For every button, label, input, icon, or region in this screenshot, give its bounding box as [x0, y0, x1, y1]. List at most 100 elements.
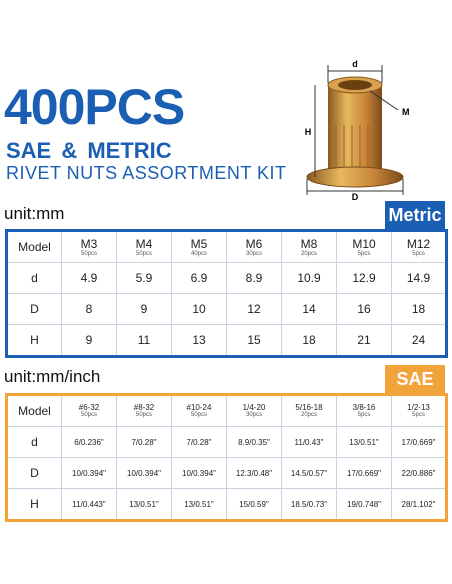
cell: 18 — [281, 324, 337, 357]
header-cell: M3 50pcs — [61, 230, 117, 263]
header-cell: 1/2-13 5pcs — [391, 394, 447, 427]
cell: 18.5/0.73" — [281, 488, 337, 521]
rivet-hole — [338, 80, 372, 90]
header-cell: Model — [6, 230, 62, 263]
diagram-label: d — [352, 59, 358, 69]
cell: 13/0.51" — [171, 488, 227, 521]
cell: 19/0.748" — [336, 488, 392, 521]
header-cell: 5/16-18 20pcs — [281, 394, 337, 427]
cell: 14 — [281, 293, 337, 325]
knurl — [335, 125, 377, 171]
cell: 11/0.443" — [61, 488, 117, 521]
quantity: 5pcs — [412, 250, 425, 257]
model-name: #10-24 — [186, 403, 212, 412]
cell: 12.3/0.48" — [226, 457, 282, 489]
model-name: M3 — [80, 236, 98, 251]
rivet-flange — [306, 166, 404, 188]
header-row: Model M3 50pcs M4 50pcs M5 40pcs M6 30pcs M8 20pcs… — [6, 230, 447, 263]
row-label: H — [6, 488, 62, 521]
quantity: 50pcs — [135, 250, 152, 257]
diagram-label: H — [305, 127, 312, 137]
cell: 13/0.51" — [336, 426, 392, 458]
header-cell: 3/8-16 5pcs — [336, 394, 392, 427]
cell: 5.9 — [116, 262, 172, 294]
row-label: d — [6, 426, 62, 458]
subtitle: SAE & METRIC — [6, 138, 172, 163]
cell: 14.5/0.57" — [281, 457, 337, 489]
quantity: 30pcs — [245, 250, 262, 257]
quantity: 5pcs — [412, 412, 425, 418]
cell: 16 — [336, 293, 392, 325]
title: 400PCS — [4, 79, 185, 135]
header-cell: 1/4-20 30pcs — [226, 394, 282, 427]
header-cell: M6 30pcs — [226, 230, 282, 263]
quantity: 50pcs — [80, 250, 97, 257]
model-name: M12 — [406, 236, 431, 251]
cell: 9 — [61, 324, 117, 357]
header-cell: Model — [6, 394, 62, 427]
cell: 6.9 — [171, 262, 227, 294]
row-label: D — [6, 293, 62, 325]
cell: 18 — [391, 293, 447, 325]
model-name: M6 — [245, 236, 263, 251]
quantity: 5pcs — [357, 412, 371, 418]
cell: 12.9 — [336, 262, 392, 294]
header-cell: #8-32 50pcs — [116, 394, 172, 427]
data-row: D 10/0.394" 10/0.394" 10/0.394" 12.3/0.48" 14… — [6, 457, 447, 489]
quantity: 50pcs — [190, 412, 207, 418]
cell: 21 — [336, 324, 392, 357]
cell: 7/0.28" — [171, 426, 227, 458]
diagram-label: M — [402, 107, 410, 117]
row-label: D — [6, 457, 62, 489]
model-name: Model — [18, 240, 51, 254]
cell: 7/0.28" — [116, 426, 172, 458]
cell: 15/0.59" — [226, 488, 282, 521]
cell: 10 — [171, 293, 227, 325]
quantity: 5pcs — [357, 250, 371, 257]
header-cell: M5 40pcs — [171, 230, 227, 263]
header-cell: M4 50pcs — [116, 230, 172, 263]
cell: 8 — [61, 293, 117, 325]
cell: 8.9/0.35" — [226, 426, 282, 458]
rivet-diagram: d M H D — [305, 59, 410, 200]
model-name: #8-32 — [133, 403, 155, 412]
quantity: 20pcs — [300, 250, 317, 257]
data-row: H 11/0.443" 13/0.51" 13/0.51" 15/0.59" 18.5/0… — [6, 488, 447, 521]
model-name: 1/4-20 — [242, 403, 266, 412]
cell: 22/0.886" — [391, 457, 447, 489]
rivet-body — [328, 85, 382, 173]
diagram-label: D — [352, 192, 359, 200]
cell: 11 — [116, 324, 172, 357]
data-row: d 4.9 5.9 6.9 8.9 10.9 12.9 14.9 — [6, 262, 447, 294]
data-row: H 9 11 13 15 18 21 24 — [6, 324, 447, 357]
badge: SAE — [385, 365, 445, 393]
cell: 6/0.236" — [61, 426, 117, 458]
header-cell: M8 20pcs — [281, 230, 337, 263]
cell: 11/0.43" — [281, 426, 337, 458]
cell: 13/0.51" — [116, 488, 172, 521]
row-label: d — [6, 262, 62, 294]
cell: 12 — [226, 293, 282, 325]
cell: 15 — [226, 324, 282, 357]
model-name: 1/2-13 — [407, 403, 430, 412]
cell: 17/0.669" — [391, 426, 447, 458]
cell: 10.9 — [281, 262, 337, 294]
cell: 10/0.394" — [171, 457, 227, 489]
cell: 10/0.394" — [116, 457, 172, 489]
model-name: #6-32 — [78, 403, 100, 412]
row-label: H — [6, 324, 62, 357]
unit-label: unit:mm — [4, 204, 65, 223]
cell: 28/1.102" — [391, 488, 447, 521]
cell: 13 — [171, 324, 227, 357]
dim-line — [369, 90, 399, 111]
cell: 9 — [116, 293, 172, 325]
header-cell: M12 5pcs — [391, 230, 447, 263]
metric-table: Model M3 50pcs M4 50pcs M5 40pcs M6 30pcs M8 20pcs… — [5, 229, 448, 358]
cell: 8.9 — [226, 262, 282, 294]
model-name: M8 — [300, 236, 318, 251]
model-name: M5 — [190, 236, 208, 251]
model-name: M10 — [352, 236, 376, 251]
cell: 4.9 — [61, 262, 117, 294]
cell: 17/0.669" — [336, 457, 392, 489]
